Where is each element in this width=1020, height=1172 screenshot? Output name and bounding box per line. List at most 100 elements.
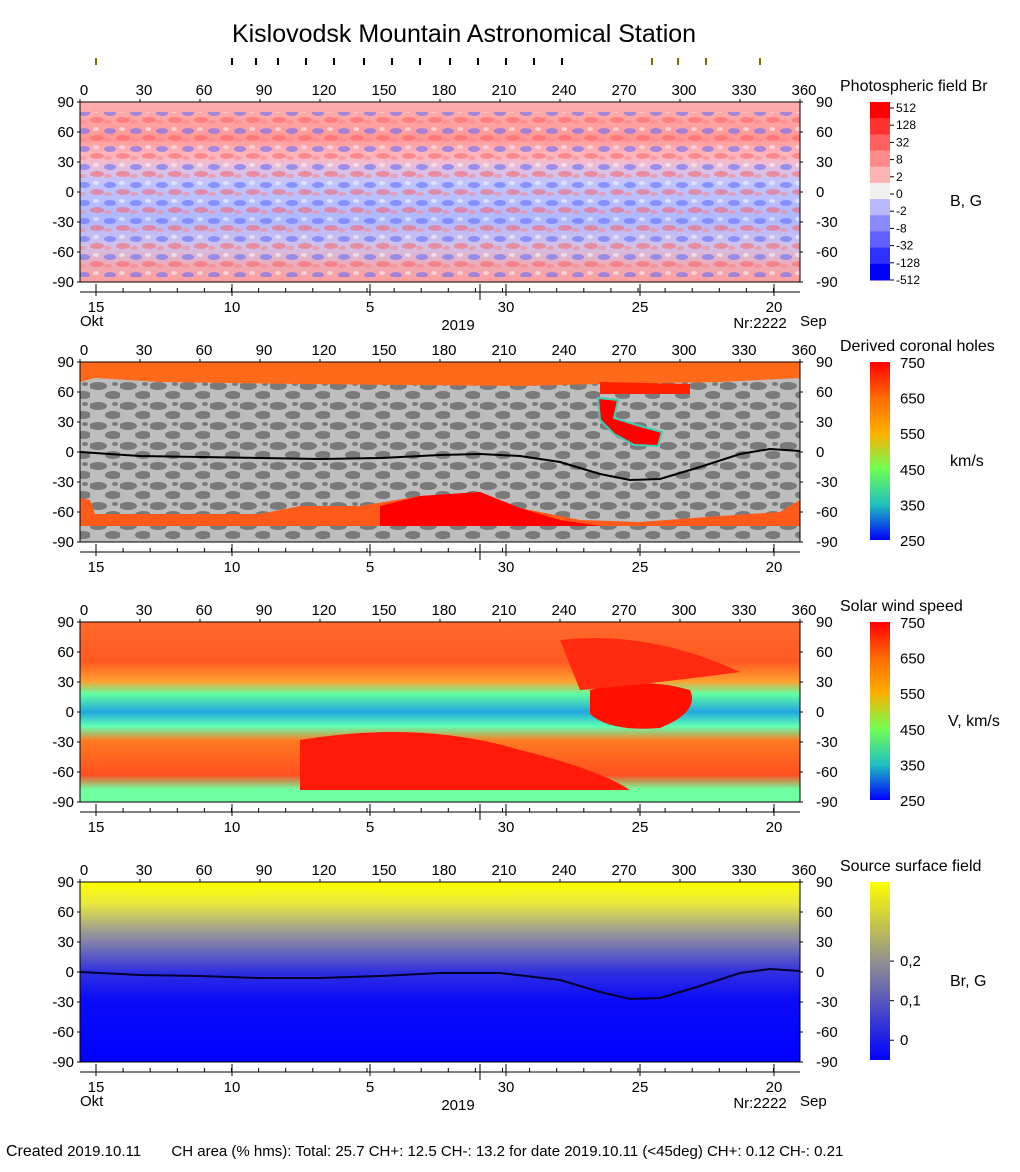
north-fast-wind — [560, 638, 740, 690]
x-tick-label: 330 — [731, 602, 756, 619]
colorbar-swatch — [870, 263, 890, 281]
y-tick-label-left: 60 — [57, 124, 74, 141]
x-tick-label: 60 — [196, 342, 213, 359]
y-tick-label-right: -30 — [816, 994, 838, 1011]
date-tick-label: 5 — [366, 559, 374, 576]
y-tick-label-left: 90 — [57, 354, 74, 371]
y-tick-label-left: 0 — [66, 964, 74, 981]
date-tick-label: 30 — [498, 299, 515, 316]
month-right-label: Sep — [800, 313, 827, 330]
y-tick-label-left: 60 — [57, 644, 74, 661]
y-tick-label-left: -30 — [52, 214, 74, 231]
created-date: 2019.10.11 — [67, 1143, 142, 1160]
date-tick-label: 30 — [498, 1079, 515, 1096]
colorbar-label: 350 — [900, 757, 925, 774]
panel-title: Source surface field — [840, 858, 981, 875]
y-tick-label-right: 30 — [816, 414, 833, 431]
x-tick-label: 330 — [731, 862, 756, 879]
x-tick-label: 120 — [311, 602, 336, 619]
colorbar-gradient — [870, 622, 890, 800]
date-tick-label: 10 — [224, 299, 241, 316]
x-tick-label: 120 — [311, 342, 336, 359]
date-tick-label: 5 — [366, 299, 374, 316]
date-tick-label: 5 — [366, 1079, 374, 1096]
colorbar-label: -8 — [896, 221, 907, 235]
colorbar-label: 32 — [896, 135, 910, 149]
date-tick-label: 20 — [766, 559, 783, 576]
page-title: Kislovodsk Mountain Astronomical Station — [231, 20, 697, 48]
colorbar-label: 0,2 — [900, 953, 921, 970]
y-tick-label-right: 90 — [816, 614, 833, 631]
x-tick-label: 60 — [196, 82, 213, 99]
y-tick-label-left: -30 — [52, 994, 74, 1011]
y-tick-label-right: -30 — [816, 734, 838, 751]
date-tick-label: 25 — [632, 819, 649, 836]
colorbar-label: 2 — [896, 170, 903, 184]
x-tick-label: 360 — [791, 862, 816, 879]
x-tick-label: 270 — [611, 862, 636, 879]
x-tick-label: 30 — [136, 342, 153, 359]
colorbar-label: 0 — [896, 187, 903, 201]
colorbar-label: 250 — [900, 793, 925, 810]
y-tick-label-right: -60 — [816, 764, 838, 781]
date-tick-label: 15 — [88, 1079, 105, 1096]
colorbar-label: 8 — [896, 153, 903, 167]
unit-label: B, G — [950, 193, 982, 210]
y-tick-label-right: 60 — [816, 384, 833, 401]
panel-title: Photospheric field Br — [840, 78, 988, 95]
date-tick-label: 15 — [88, 559, 105, 576]
south-ch-core — [380, 492, 600, 526]
y-tick-label-right: -90 — [816, 534, 838, 551]
x-tick-label: 360 — [791, 82, 816, 99]
month-right-label: Sep — [800, 1093, 827, 1110]
colorbar-swatch — [870, 247, 890, 265]
x-tick-label: 90 — [256, 82, 273, 99]
x-tick-label: 150 — [371, 862, 396, 879]
date-tick-label: 25 — [632, 559, 649, 576]
y-tick-label-right: 90 — [816, 354, 833, 371]
colorbar-label: -128 — [896, 256, 920, 270]
x-tick-label: 240 — [551, 82, 576, 99]
colorbar-swatch — [870, 102, 890, 119]
month-left-label: Okt — [80, 1093, 104, 1110]
x-tick-label: 240 — [551, 602, 576, 619]
y-tick-label-left: 90 — [57, 874, 74, 891]
y-tick-label-left: 0 — [66, 184, 74, 201]
x-tick-label: 30 — [136, 862, 153, 879]
south-polar-band — [80, 526, 800, 542]
colorbar-swatch — [870, 118, 890, 135]
y-tick-label-right: 0 — [816, 444, 824, 461]
x-tick-label: 330 — [731, 342, 756, 359]
map-texture — [80, 112, 800, 277]
colorbar-gradient — [870, 882, 890, 1060]
colorbar-label: -32 — [896, 239, 914, 253]
colorbar-swatch — [870, 182, 890, 200]
y-tick-label-right: 30 — [816, 934, 833, 951]
x-tick-label: 30 — [136, 82, 153, 99]
date-tick-label: 30 — [498, 819, 515, 836]
x-tick-label: 360 — [791, 342, 816, 359]
y-tick-label-left: -60 — [52, 764, 74, 781]
colorbar-label: 512 — [896, 101, 916, 115]
x-tick-label: 0 — [80, 602, 88, 619]
year-label: 2019 — [441, 1097, 474, 1114]
y-tick-label-left: 60 — [57, 904, 74, 921]
x-tick-label: 90 — [256, 602, 273, 619]
x-tick-label: 90 — [256, 862, 273, 879]
y-tick-label-right: 30 — [816, 154, 833, 171]
unit-label: Br, G — [950, 973, 986, 990]
colorbar-label: 450 — [900, 722, 925, 739]
colorbar-label: 0,1 — [900, 993, 921, 1010]
ch-area-text: CH area (% hms): Total: 25.7 CH+: 12.5 C… — [171, 1143, 844, 1160]
y-tick-label-right: 60 — [816, 124, 833, 141]
x-tick-label: 0 — [80, 342, 88, 359]
x-tick-label: 330 — [731, 82, 756, 99]
colorbar-label: 550 — [900, 686, 925, 703]
date-tick-label: 10 — [224, 1079, 241, 1096]
y-tick-label-left: 90 — [57, 614, 74, 631]
colorbar-label: 450 — [900, 462, 925, 479]
y-tick-label-right: -90 — [816, 274, 838, 291]
